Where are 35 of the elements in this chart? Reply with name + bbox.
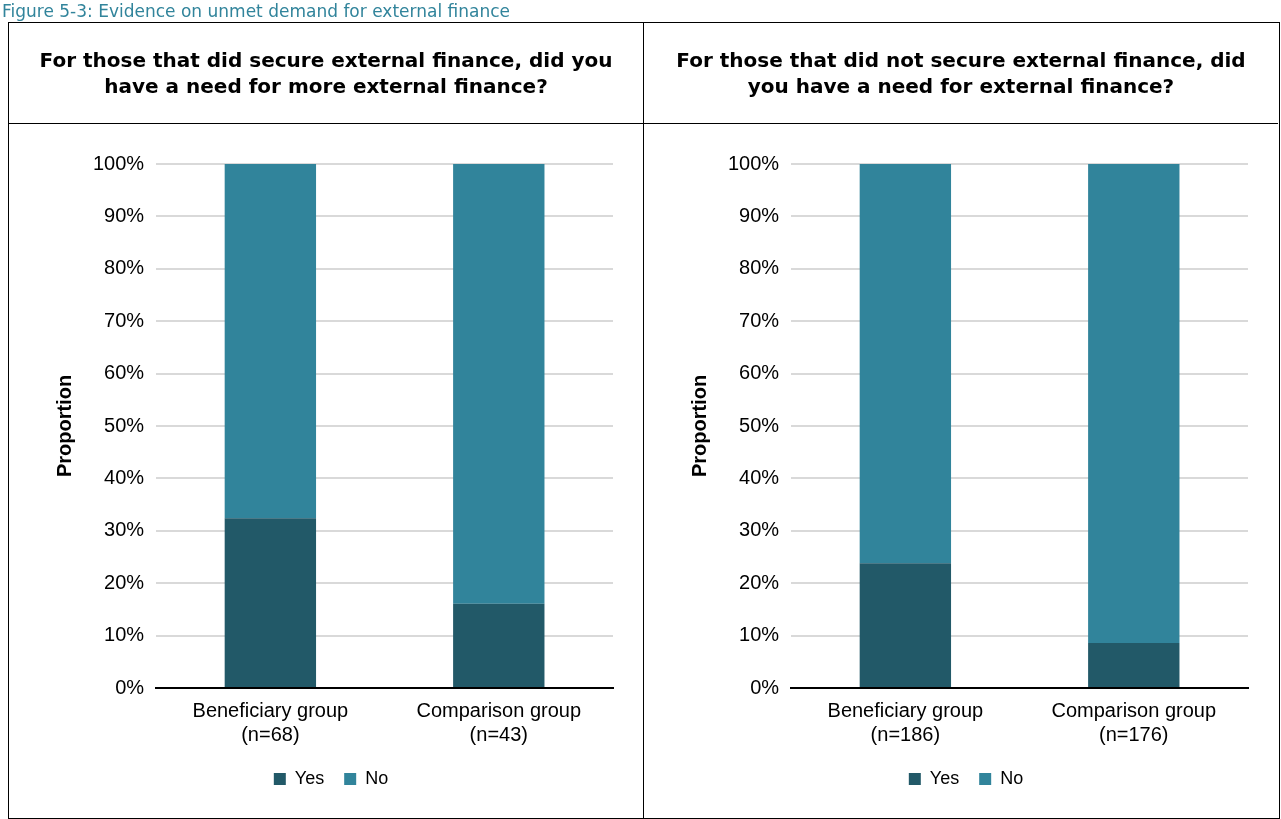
legend-label: Yes (294, 767, 325, 788)
y-tick-label: 90% (104, 203, 145, 226)
chart-title: For those that did not secure external finance, did you have a need for external finance? (644, 23, 1278, 124)
x-tick-label: Comparison group (n=43) (416, 698, 582, 745)
x-tick-label: Comparison group (n=176) (1051, 698, 1217, 745)
y-tick-label: 80% (104, 256, 145, 279)
y-tick-label: 10% (739, 623, 780, 646)
y-tick-label: 50% (739, 413, 780, 436)
x-tick-label: Beneficiary group (n=68) (192, 698, 349, 745)
y-tick-label: 60% (739, 361, 780, 384)
y-tick-label: 0% (750, 675, 780, 698)
y-tick-label: 100% (728, 151, 780, 174)
y-tick-label: 60% (104, 361, 145, 384)
y-tick-label: 80% (739, 256, 780, 279)
legend-label: No (1000, 767, 1024, 788)
legend-label: No (365, 767, 389, 788)
y-tick-label: 0% (115, 675, 145, 698)
y-axis-title: Proportion (687, 374, 710, 478)
y-tick-label: 70% (104, 308, 145, 331)
y-tick-label: 20% (739, 570, 780, 593)
y-tick-label: 40% (739, 465, 780, 488)
chart-title: For those that did secure external finance, did you have a need for more external finance? (9, 23, 643, 124)
y-tick-label: 70% (739, 308, 780, 331)
y-tick-label: 10% (104, 623, 145, 646)
y-tick-label: 30% (104, 518, 145, 541)
caption: Figure 5-3: Evidence on unmet demand for external finance (1, 0, 511, 22)
legend-label: Yes (929, 767, 960, 788)
y-tick-label: 90% (739, 203, 780, 226)
y-tick-label: 30% (739, 518, 780, 541)
y-tick-label: 100% (93, 151, 145, 174)
y-tick-label: 20% (104, 570, 145, 593)
x-tick-label: Beneficiary group (n=186) (827, 698, 984, 745)
y-tick-label: 40% (104, 465, 145, 488)
y-axis-title: Proportion (52, 374, 75, 478)
y-tick-label: 50% (104, 413, 145, 436)
